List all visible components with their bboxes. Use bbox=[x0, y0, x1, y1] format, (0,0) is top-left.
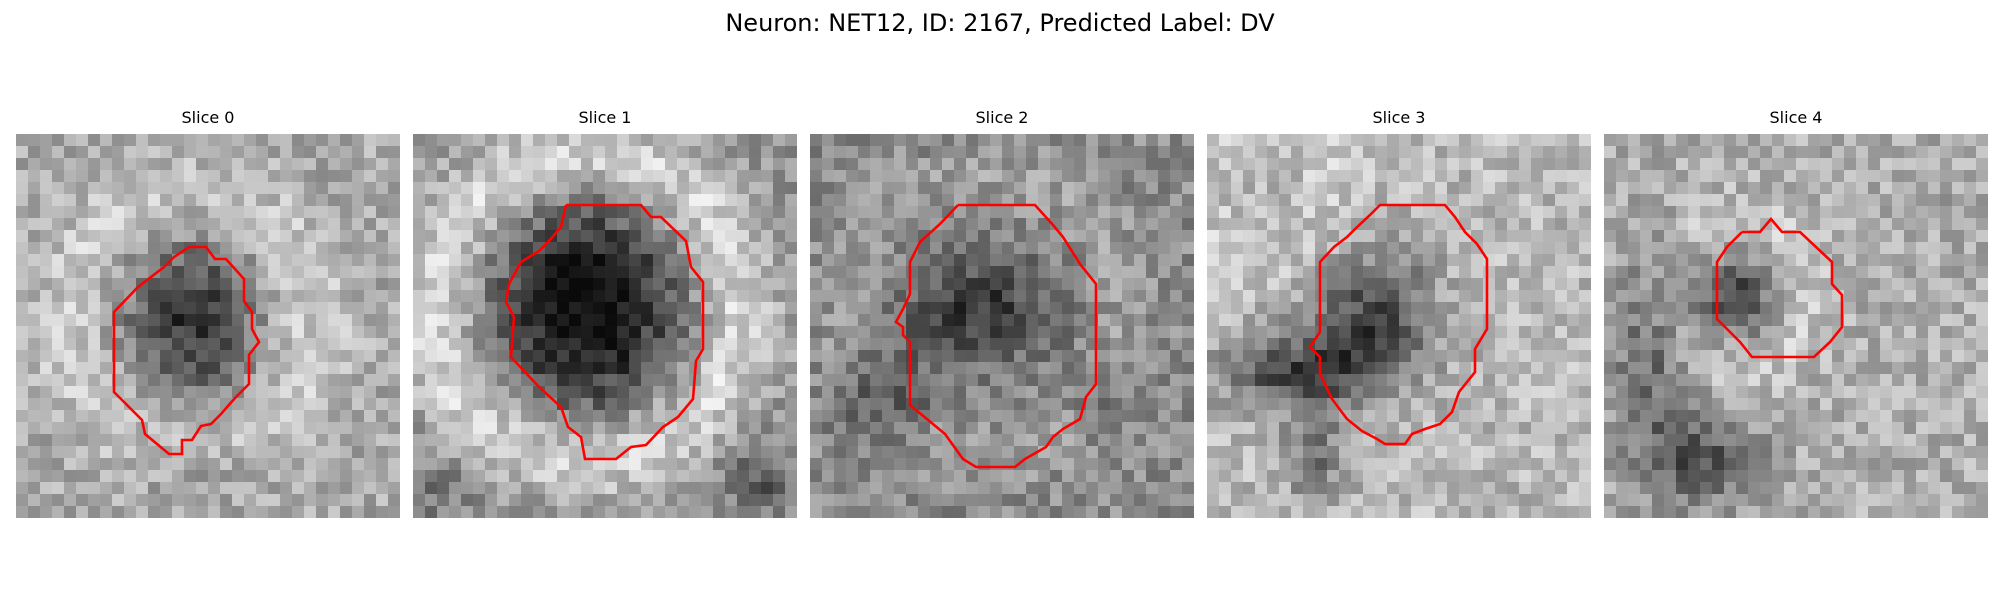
slice-image-2 bbox=[810, 134, 1194, 518]
roi-contour-0 bbox=[112, 245, 261, 456]
slice-image-1 bbox=[413, 134, 797, 518]
roi-contour-4 bbox=[1715, 216, 1844, 359]
roi-contour-path-3 bbox=[1308, 203, 1489, 446]
slice-panel-2: Slice 2 bbox=[810, 108, 1194, 520]
slice-panel-3: Slice 3 bbox=[1207, 108, 1591, 520]
figure-title: Neuron: NET12, ID: 2167, Predicted Label… bbox=[725, 9, 1275, 37]
slice-title-4: Slice 4 bbox=[1769, 108, 1823, 127]
slice-panel-0: Slice 0 bbox=[16, 108, 400, 520]
roi-contour-1 bbox=[504, 203, 705, 461]
roi-contour-path-0 bbox=[112, 245, 261, 456]
slice-image-3 bbox=[1207, 134, 1591, 518]
slice-title-0: Slice 0 bbox=[181, 108, 235, 127]
roi-contour-2 bbox=[894, 203, 1098, 469]
slice-panel-1: Slice 1 bbox=[413, 108, 797, 520]
slice-image-4 bbox=[1604, 134, 1988, 518]
roi-contour-3 bbox=[1308, 203, 1489, 446]
roi-contour-path-1 bbox=[504, 203, 705, 461]
slice-image-0 bbox=[16, 134, 400, 518]
slice-title-1: Slice 1 bbox=[578, 108, 632, 127]
slice-title-2: Slice 2 bbox=[975, 108, 1029, 127]
roi-contour-path-4 bbox=[1715, 216, 1844, 359]
slice-panel-4: Slice 4 bbox=[1604, 108, 1988, 520]
roi-contour-path-2 bbox=[894, 203, 1098, 469]
slice-title-3: Slice 3 bbox=[1372, 108, 1426, 127]
